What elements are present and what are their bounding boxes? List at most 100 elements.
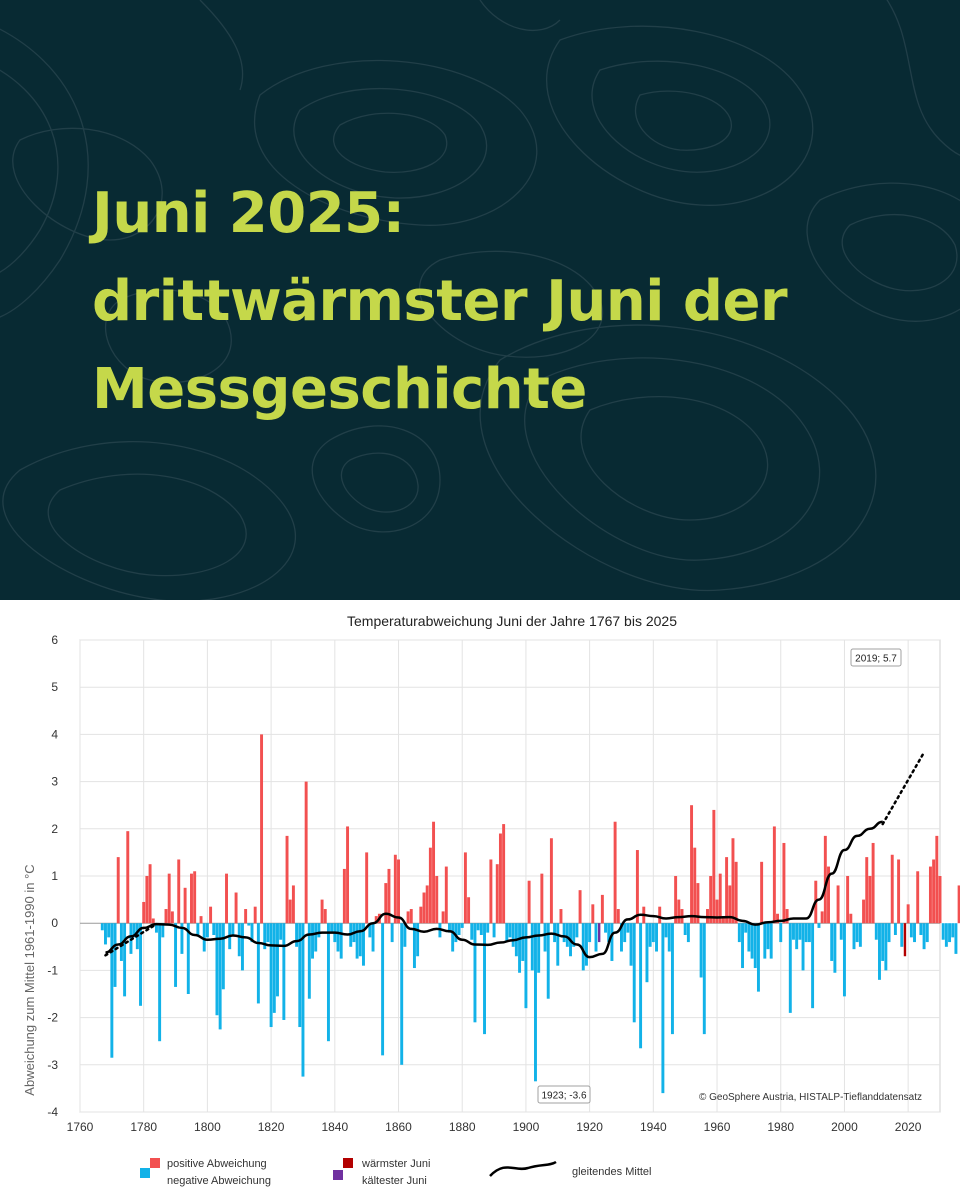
bar-1827 (291, 885, 295, 924)
axes: 1760 1780 1800 1820 1840 1860 1880 1900 1920 1940… (47, 633, 921, 1134)
bar-2017 (897, 859, 901, 924)
bar-1940 (651, 923, 655, 943)
legend-swatch-negative (140, 1168, 150, 1178)
bar-2015 (890, 854, 894, 924)
y-tick-label: 5 (51, 680, 58, 694)
bar-1892 (498, 833, 502, 924)
bar-1777 (132, 923, 136, 938)
x-tick-label: 1880 (449, 1120, 476, 1134)
legend-label-positive: positive Abweichung (167, 1158, 267, 1170)
y-tick-label: -3 (47, 1058, 58, 1072)
bar-1968 (741, 923, 744, 969)
bar-2026 (925, 923, 929, 943)
bar-1976 (766, 923, 770, 950)
bar-1971 (750, 923, 754, 959)
bar-1941 (655, 923, 658, 952)
bar-1884 (473, 923, 477, 1023)
bar-2007 (865, 857, 869, 924)
bar-1832 (307, 923, 311, 999)
bar-1895 (508, 923, 512, 938)
bar-1779 (139, 923, 142, 1006)
bar-1981 (782, 842, 786, 924)
bar-1808 (231, 923, 235, 935)
legend-line-moving-average (489, 1160, 557, 1177)
bar-1785 (158, 923, 162, 1042)
bar-2022 (913, 923, 916, 943)
bar-1905 (540, 873, 544, 924)
bar-2008 (868, 876, 872, 924)
y-tick-label: 6 (51, 633, 58, 647)
bar-1944 (664, 923, 668, 938)
bar-1955 (699, 923, 703, 978)
bar-1886 (479, 923, 483, 935)
annotation-warmest-box (850, 648, 902, 667)
bar-1850 (365, 852, 369, 924)
bar-2028 (932, 859, 936, 924)
bar-1986 (798, 923, 802, 940)
bar-1867 (419, 906, 423, 924)
headline: Juni 2025: drittwärmster Juni der Messge… (92, 170, 912, 434)
y-tick-label: -1 (47, 963, 58, 977)
y-tick-label: 0 (51, 916, 58, 930)
bar-1943 (661, 923, 665, 1094)
bar-1889 (489, 859, 493, 924)
bar-1917 (578, 890, 582, 924)
bar-1947 (674, 876, 678, 924)
bar-1898 (518, 923, 522, 973)
bar-1823 (279, 923, 283, 940)
bar-1970 (747, 923, 751, 952)
credit-text: © GeoSphere Austria, HISTALP-Tieflanddat… (699, 1092, 922, 1103)
bar-1875 (444, 866, 448, 924)
bar-1988 (804, 923, 808, 943)
legend: positive Abweichung negative Abweichung … (140, 1158, 652, 1187)
x-tick-label: 1980 (767, 1120, 794, 1134)
bar-1887 (483, 923, 486, 1035)
bar-1820 (269, 923, 273, 1028)
bar-1934 (632, 923, 636, 1023)
bar-1829 (298, 923, 302, 1028)
bar-1974 (760, 861, 764, 924)
bar-1990 (811, 923, 815, 1009)
bar-1772 (116, 857, 120, 924)
bar-1788 (167, 873, 171, 924)
bar-1954 (696, 883, 700, 924)
bar-1768 (104, 923, 107, 945)
bar-1900 (524, 923, 528, 1009)
bar-1822 (276, 923, 279, 997)
bar-1902 (530, 923, 534, 971)
bar-1801 (209, 906, 213, 924)
bar-1781 (145, 876, 149, 924)
bar-1961 (718, 873, 722, 924)
bar-1874 (441, 911, 445, 924)
bar-1999 (839, 923, 843, 940)
bar-1839 (330, 923, 334, 933)
y-tick-label: 1 (51, 869, 58, 883)
bar-2009 (871, 842, 875, 924)
headline-line-2: drittwärmster Juni der (92, 269, 788, 334)
bar-1964 (728, 885, 732, 924)
bar-1792 (180, 923, 184, 954)
headline-line-3: Messgeschichte (92, 357, 587, 422)
bar-1837 (323, 909, 327, 924)
bar-1979 (776, 913, 780, 924)
y-tick-label: 2 (51, 822, 58, 836)
bar-2030 (938, 876, 942, 924)
bar-1871 (432, 821, 436, 924)
bar-2000 (842, 923, 846, 997)
bar-1880 (460, 923, 464, 928)
bar-2016 (893, 923, 897, 935)
bar-1997 (833, 923, 837, 973)
bar-1811 (240, 923, 244, 971)
bar-1911 (559, 909, 563, 924)
bar-1793 (183, 887, 187, 924)
bar-1946 (670, 923, 674, 1035)
bar-1767 (100, 923, 104, 931)
bar-1819 (266, 923, 270, 943)
bar-1835 (317, 923, 321, 938)
y-tick-label: 4 (51, 727, 58, 741)
bar-1814 (250, 923, 254, 943)
bar-1888 (486, 923, 490, 933)
bar-1989 (807, 923, 811, 943)
bar-1910 (556, 923, 560, 966)
bar-2011 (878, 923, 881, 980)
